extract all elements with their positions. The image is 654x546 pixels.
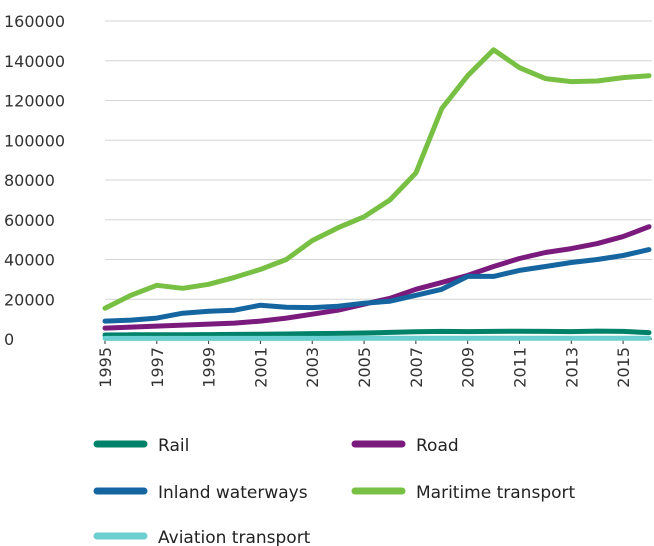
x-tick-label: 1995 — [96, 347, 115, 388]
legend: Rail Road Inland waterways Maritime transpo… — [93, 436, 575, 546]
y-tick-label: 80000 — [4, 171, 55, 190]
legend-item-aviation-transport: Aviation transport — [93, 528, 311, 546]
y-axis: 0 20000 40000 60000 80000 100000 120000 140000 1… — [4, 12, 65, 349]
x-tick-label: 1997 — [148, 347, 167, 388]
x-tick-label: 2007 — [407, 347, 426, 388]
legend-label: Rail — [158, 436, 189, 456]
y-tick-label: 160000 — [4, 12, 65, 31]
series-line-rail — [102, 328, 652, 338]
series-line-inland-waterways — [102, 247, 652, 324]
x-tick-label: 2001 — [251, 347, 270, 388]
series-line-maritime-transport — [102, 47, 652, 311]
x-tick-label: 2011 — [510, 347, 529, 388]
x-tick-label: 2003 — [303, 347, 322, 388]
y-tick-label: 60000 — [4, 211, 55, 230]
y-tick-label: 140000 — [4, 52, 65, 71]
y-tick-label: 100000 — [4, 131, 65, 150]
gridlines — [105, 20, 652, 340]
legend-item-road: Road — [351, 436, 459, 456]
x-tick-label: 2013 — [562, 347, 581, 388]
y-tick-label: 20000 — [4, 290, 55, 309]
y-tick-label: 120000 — [4, 92, 65, 111]
x-tick-label: 2005 — [355, 347, 374, 388]
x-tick-label: 1999 — [200, 347, 219, 388]
y-tick-label: 0 — [4, 330, 14, 349]
y-tick-label: 40000 — [4, 251, 55, 270]
legend-item-inland-waterways: Inland waterways — [93, 483, 308, 503]
series-lines — [102, 47, 652, 341]
x-axis: 1995 1997 1999 2001 2003 2005 2007 2009 2011 2013… — [96, 339, 633, 388]
x-tick-label: 2009 — [459, 347, 478, 388]
x-tick-label: 2015 — [614, 347, 633, 388]
legend-label: Inland waterways — [158, 483, 308, 503]
legend-item-rail: Rail — [93, 436, 189, 456]
legend-item-maritime-transport: Maritime transport — [351, 483, 575, 503]
legend-label: Road — [416, 436, 459, 456]
legend-label: Aviation transport — [158, 528, 311, 546]
legend-label: Maritime transport — [416, 483, 575, 503]
